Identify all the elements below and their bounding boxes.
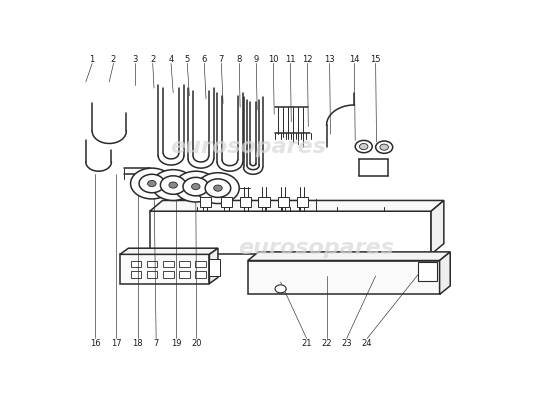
Polygon shape bbox=[439, 252, 450, 294]
Circle shape bbox=[355, 140, 372, 153]
Circle shape bbox=[183, 177, 208, 196]
Text: 1: 1 bbox=[90, 55, 95, 64]
Circle shape bbox=[380, 144, 388, 150]
Circle shape bbox=[130, 168, 173, 199]
Text: 13: 13 bbox=[324, 55, 335, 64]
Text: 22: 22 bbox=[321, 338, 332, 348]
Bar bbox=[130, 271, 141, 278]
Text: 24: 24 bbox=[362, 338, 372, 348]
Circle shape bbox=[161, 176, 186, 194]
Bar bbox=[179, 260, 190, 267]
Bar bbox=[430, 264, 436, 268]
Polygon shape bbox=[248, 260, 439, 294]
Text: 10: 10 bbox=[268, 55, 279, 64]
Bar bbox=[130, 260, 141, 267]
Text: 7: 7 bbox=[153, 338, 159, 348]
Circle shape bbox=[174, 171, 217, 202]
Bar bbox=[422, 274, 427, 278]
Text: 8: 8 bbox=[236, 55, 242, 64]
Text: 11: 11 bbox=[285, 55, 296, 64]
Circle shape bbox=[197, 173, 239, 204]
Text: 5: 5 bbox=[185, 55, 190, 64]
Bar bbox=[195, 271, 206, 278]
Bar bbox=[430, 274, 436, 278]
Bar bbox=[422, 264, 427, 268]
Bar bbox=[258, 197, 270, 207]
Text: 17: 17 bbox=[111, 338, 122, 348]
Polygon shape bbox=[120, 254, 210, 284]
Circle shape bbox=[275, 285, 286, 293]
Bar bbox=[422, 270, 427, 272]
Bar bbox=[163, 260, 174, 267]
Circle shape bbox=[169, 182, 178, 188]
Text: 2: 2 bbox=[111, 55, 116, 64]
Bar bbox=[418, 262, 437, 280]
Bar bbox=[163, 271, 174, 278]
Text: 9: 9 bbox=[254, 55, 259, 64]
Text: 20: 20 bbox=[191, 338, 202, 348]
Text: eurosopares: eurosopares bbox=[238, 238, 394, 258]
Text: 19: 19 bbox=[171, 338, 182, 348]
Bar bbox=[200, 197, 211, 207]
Text: 23: 23 bbox=[342, 338, 352, 348]
Text: eurosopares: eurosopares bbox=[170, 136, 326, 156]
Text: 15: 15 bbox=[370, 55, 381, 64]
Bar bbox=[210, 259, 220, 276]
Circle shape bbox=[205, 179, 231, 197]
Bar bbox=[195, 260, 206, 267]
Text: 21: 21 bbox=[301, 338, 312, 348]
Polygon shape bbox=[210, 248, 218, 284]
Text: 3: 3 bbox=[132, 55, 138, 64]
Circle shape bbox=[376, 141, 393, 153]
Circle shape bbox=[213, 185, 222, 191]
Text: 2: 2 bbox=[150, 55, 155, 64]
Circle shape bbox=[139, 174, 164, 193]
Bar bbox=[147, 260, 157, 267]
Polygon shape bbox=[150, 200, 444, 211]
Circle shape bbox=[152, 170, 195, 200]
Text: 4: 4 bbox=[168, 55, 174, 64]
Circle shape bbox=[360, 144, 368, 150]
Bar bbox=[278, 197, 289, 207]
Text: 16: 16 bbox=[90, 338, 101, 348]
Text: 6: 6 bbox=[202, 55, 207, 64]
Bar bbox=[297, 197, 308, 207]
Bar bbox=[147, 271, 157, 278]
Text: 14: 14 bbox=[349, 55, 360, 64]
Circle shape bbox=[147, 180, 156, 186]
Polygon shape bbox=[120, 248, 218, 254]
Bar bbox=[221, 197, 232, 207]
Polygon shape bbox=[248, 252, 450, 260]
Bar bbox=[240, 197, 251, 207]
Text: 12: 12 bbox=[302, 55, 313, 64]
Text: 7: 7 bbox=[219, 55, 224, 64]
Text: 18: 18 bbox=[133, 338, 143, 348]
Polygon shape bbox=[431, 200, 444, 254]
Bar bbox=[430, 270, 436, 272]
Bar bbox=[179, 271, 190, 278]
Circle shape bbox=[191, 184, 200, 190]
